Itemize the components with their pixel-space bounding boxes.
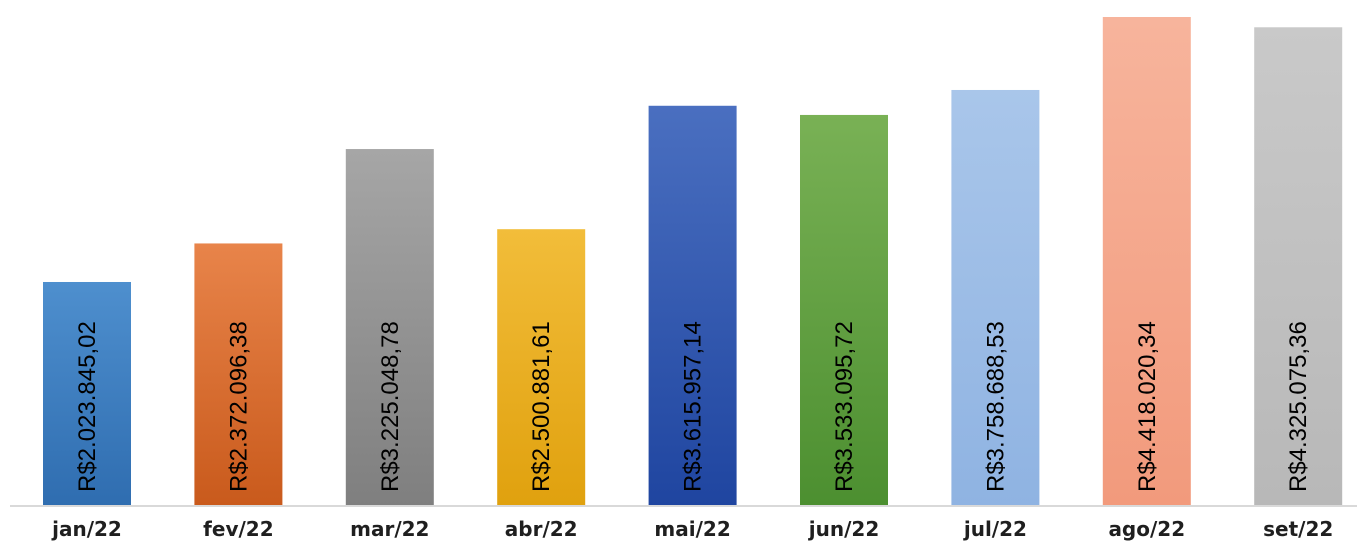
data-label-jan/22: R$2.023.845,02 — [74, 321, 101, 492]
bar-fev/22 — [194, 243, 283, 506]
bar-mar/22 — [345, 149, 434, 506]
bar-ago/22 — [1102, 17, 1191, 506]
x-tick-mar/22: mar/22 — [350, 517, 429, 541]
data-label-mai/22: R$3.615.957,14 — [680, 321, 707, 492]
x-tick-jan/22: jan/22 — [51, 517, 122, 541]
x-tick-labels-group: jan/22 fev/22 mar/22 abr/22 mai/22 jun/22 jul/… — [51, 517, 1333, 541]
data-label-mar/22: R$3.225.048,78 — [377, 321, 404, 492]
data-label-jun/22: R$3.533.095,72 — [831, 321, 858, 492]
bars-group — [43, 17, 1343, 507]
data-label-fev/22: R$2.372.096,38 — [225, 321, 252, 492]
x-tick-mai/22: mai/22 — [654, 517, 730, 541]
bar-jun/22 — [800, 114, 888, 506]
data-label-abr/22: R$2.500.881,61 — [528, 321, 555, 492]
data-label-jul/22: R$3.758.688,53 — [982, 321, 1009, 492]
x-tick-abr/22: abr/22 — [505, 517, 578, 541]
bar-jan/22 — [43, 281, 131, 506]
data-label-set/22: R$4.325.075,36 — [1285, 321, 1312, 492]
x-tick-jun/22: jun/22 — [808, 517, 879, 541]
x-tick-jul/22: jul/22 — [963, 517, 1027, 541]
data-labels-group: R$2.023.845,02 R$2.372.096,38 R$3.225.048,… — [74, 321, 1312, 492]
x-tick-ago/22: ago/22 — [1108, 517, 1185, 541]
x-tick-set/22: set/22 — [1263, 517, 1333, 541]
bar-mai/22 — [648, 105, 737, 506]
x-tick-fev/22: fev/22 — [203, 517, 273, 541]
bar-jul/22 — [951, 89, 1040, 506]
bar-abr/22 — [497, 229, 586, 507]
bar-set/22 — [1254, 27, 1343, 506]
data-label-ago/22: R$4.418.020,34 — [1134, 321, 1161, 492]
